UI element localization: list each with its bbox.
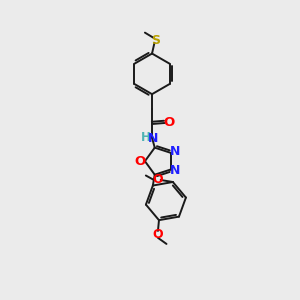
Text: O: O — [153, 228, 163, 241]
Text: N: N — [170, 145, 180, 158]
Text: N: N — [148, 132, 158, 145]
Text: O: O — [152, 173, 163, 186]
Text: O: O — [164, 116, 175, 129]
Text: S: S — [152, 34, 160, 47]
Text: O: O — [135, 155, 146, 168]
Text: H: H — [141, 131, 151, 144]
Text: N: N — [170, 164, 180, 177]
